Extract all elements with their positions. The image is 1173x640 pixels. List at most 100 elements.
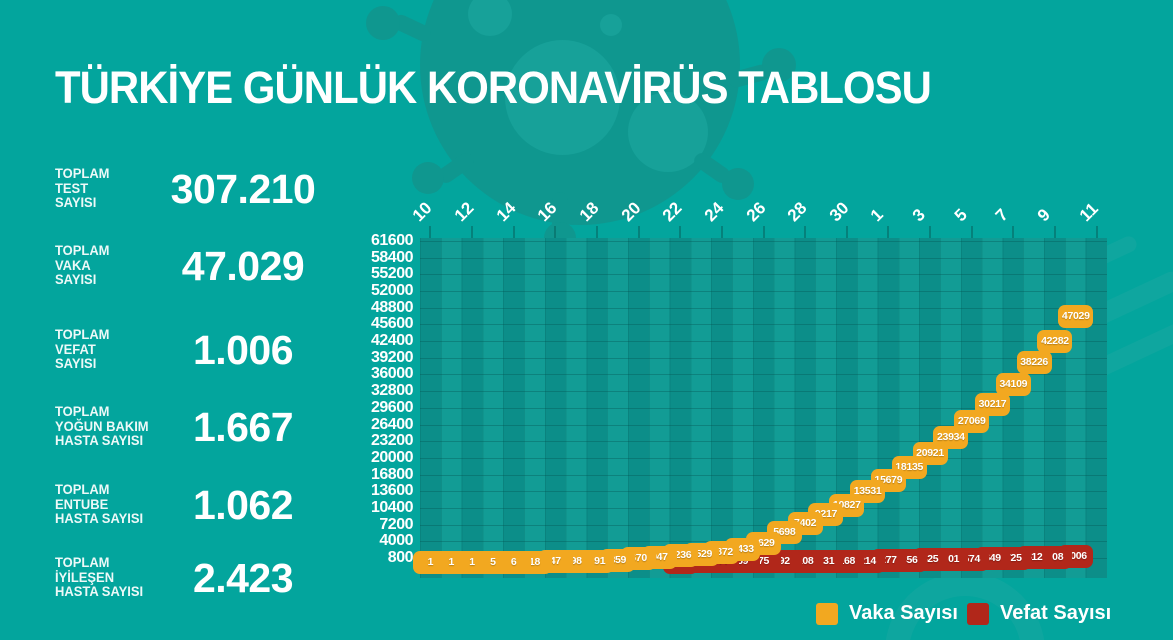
case-count-label: 34109 <box>995 372 1031 396</box>
x-axis-tick-label: 7 <box>992 205 1013 226</box>
stat-label: TOPLAM VEFAT SAYISI <box>55 327 110 372</box>
case-count-label: 30217 <box>975 393 1010 417</box>
stat-row: TOPLAM TEST SAYISI 307.210 <box>55 163 329 215</box>
virus-spike <box>691 149 733 187</box>
x-axis-tick-label: 22 <box>658 198 686 226</box>
gridline <box>420 391 1107 393</box>
y-axis-tick-label: 61600 <box>371 232 414 249</box>
gridline <box>420 491 1107 493</box>
gridline <box>420 257 1107 259</box>
x-axis-tick <box>1095 226 1098 238</box>
y-axis-tick-label: 800 <box>387 549 414 566</box>
legend-swatch-cases <box>816 603 838 625</box>
x-axis-tick <box>1053 226 1056 238</box>
page-title: TÜRKİYE GÜNLÜK KORONAVİRÜS TABLOSU <box>55 62 932 113</box>
case-count-label: 42282 <box>1037 330 1073 354</box>
y-axis-tick-label: 36000 <box>371 365 414 383</box>
y-axis-tick-label: 52000 <box>371 282 414 300</box>
stat-label: TOPLAM ENTUBE HASTA SAYISI <box>55 482 144 527</box>
virus-inner-circle <box>468 0 512 36</box>
x-axis-tick <box>429 226 432 238</box>
stat-value: 1.006 <box>192 326 294 373</box>
case-count-label: 1 <box>412 550 448 574</box>
x-axis-tick-label: 28 <box>783 198 811 226</box>
gridline <box>420 407 1107 409</box>
x-axis-tick-label: 10 <box>409 198 436 226</box>
y-axis-tick-label: 32800 <box>371 382 414 400</box>
x-axis-tick <box>1012 226 1015 238</box>
gridline <box>420 324 1107 326</box>
x-axis-tick-label: 20 <box>617 198 645 226</box>
case-count-label: 38226 <box>1016 351 1052 375</box>
gridline <box>420 274 1107 276</box>
stat-value: 2.423 <box>192 554 294 601</box>
x-axis-tick <box>720 226 723 238</box>
stat-row: TOPLAM İYİLEŞEN HASTA SAYISI 2.423 <box>55 552 329 604</box>
gridline <box>420 307 1107 309</box>
virus-spike <box>390 12 434 44</box>
x-axis-tick <box>762 226 765 238</box>
virus-spike <box>366 6 400 40</box>
y-axis-tick-label: 16800 <box>371 465 414 483</box>
x-axis-tick-label: 26 <box>742 198 770 226</box>
gridline <box>420 424 1107 426</box>
gridline <box>420 291 1107 293</box>
x-axis-tick <box>887 226 890 238</box>
y-axis-tick-label: 58400 <box>371 248 414 266</box>
x-axis-tick-label: 14 <box>492 198 520 226</box>
x-axis-tick-label: 12 <box>450 198 478 226</box>
stat-row: TOPLAM VAKA SAYISI 47.029 <box>55 240 329 292</box>
y-axis-tick-label: 7200 <box>379 515 413 533</box>
gridline <box>420 474 1107 476</box>
stat-row: TOPLAM VEFAT SAYISI 1.006 <box>55 324 329 376</box>
x-axis-tick <box>679 226 682 238</box>
x-axis-tick-label: 3 <box>908 205 929 226</box>
y-axis-tick-label: 29600 <box>371 398 414 416</box>
gridline <box>420 507 1107 509</box>
x-axis-tick-label: 18 <box>575 198 603 226</box>
x-axis-tick-label: 11 <box>1075 199 1102 226</box>
x-axis-tick <box>845 226 848 238</box>
stat-value: 47.029 <box>181 242 305 289</box>
virus-spike <box>435 149 477 187</box>
x-axis-tick <box>970 226 973 238</box>
x-axis-tick <box>929 226 932 238</box>
stat-label: TOPLAM TEST SAYISI <box>55 166 110 211</box>
stat-value: 307.210 <box>170 165 316 212</box>
y-axis-tick-label: 26400 <box>371 415 414 433</box>
gridline <box>420 524 1107 526</box>
y-axis-tick-label: 39200 <box>371 348 414 366</box>
gridline <box>420 457 1107 459</box>
gridline <box>420 341 1107 343</box>
y-axis-tick-label: 10400 <box>371 498 414 516</box>
x-axis-tick <box>471 226 474 238</box>
virus-inner-circle <box>600 14 622 36</box>
x-axis-tick <box>595 226 598 238</box>
legend-label-deaths: Vefat Sayısı <box>1000 602 1112 624</box>
virus-spike <box>722 168 754 200</box>
stat-label: TOPLAM VAKA SAYISI <box>55 243 110 288</box>
y-axis-tick-label: 55200 <box>371 265 414 283</box>
y-axis-tick-label: 45600 <box>371 315 414 333</box>
gridline <box>420 374 1107 376</box>
stat-value: 1.667 <box>192 403 294 450</box>
x-axis-tick <box>512 226 515 238</box>
stat-row: TOPLAM ENTUBE HASTA SAYISI 1.062 <box>55 479 329 531</box>
y-axis-tick-label: 23200 <box>371 432 414 450</box>
stat-row: TOPLAM YOĞUN BAKIM HASTA SAYISI 1.667 <box>55 401 329 453</box>
x-axis-tick-label: 16 <box>534 198 561 226</box>
virus-spike <box>412 162 444 194</box>
y-axis-tick-label: 13600 <box>371 482 414 500</box>
x-axis-tick <box>554 226 557 238</box>
case-count-label: 47029 <box>1058 305 1094 329</box>
stat-label: TOPLAM İYİLEŞEN HASTA SAYISI <box>55 555 144 600</box>
x-axis-tick-label: 30 <box>825 198 853 226</box>
x-axis-tick <box>804 226 807 238</box>
gridline <box>420 241 1107 242</box>
legend-swatch-deaths <box>967 603 989 625</box>
x-axis-tick-label: 1 <box>867 205 888 226</box>
y-axis-tick-label: 48800 <box>371 298 414 316</box>
x-axis-tick-label: 5 <box>950 205 971 226</box>
case-count-label: 23934 <box>933 425 969 449</box>
